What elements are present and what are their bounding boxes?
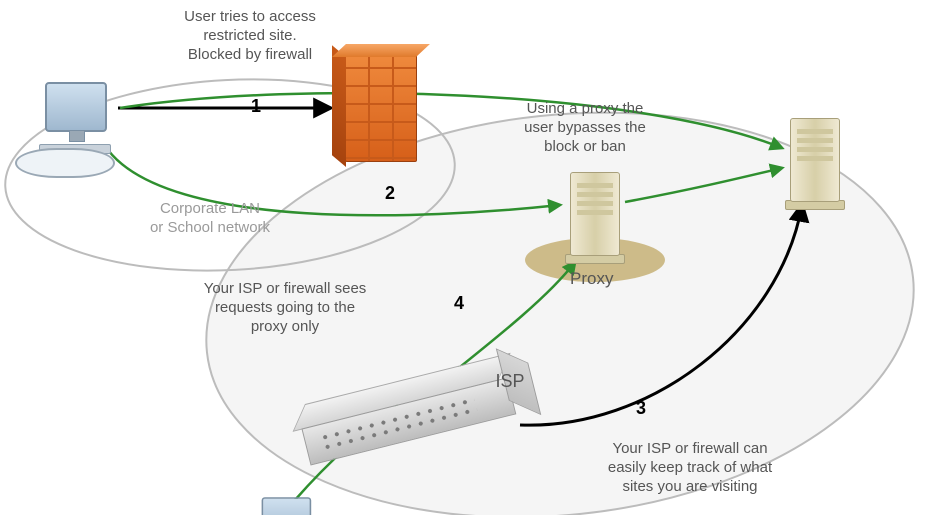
step-number-2: 2 xyxy=(385,183,395,204)
step-number-3: 3 xyxy=(636,398,646,419)
caption-blocked: User tries to accessrestricted site.Bloc… xyxy=(150,8,350,64)
proxy-label: Proxy xyxy=(570,268,650,289)
diagram-canvas xyxy=(0,0,925,515)
user-pc-icon xyxy=(45,82,111,154)
caption-isp-tracks: Your ISP or firewall caneasily keep trac… xyxy=(560,440,820,496)
isp-label: ISP xyxy=(480,370,540,393)
step-number-1: 1 xyxy=(251,96,261,117)
firewall-icon xyxy=(345,50,417,162)
caption-bypass: Using a proxy theuser bypasses theblock … xyxy=(490,100,680,156)
proxy-diagram: { "type": "network-diagram", "canvas": {… xyxy=(0,0,925,515)
lan-region-label: Corporate LANor School network xyxy=(120,200,300,238)
destination-server-icon xyxy=(790,118,838,210)
home-pc-icon xyxy=(262,497,315,515)
proxy-server-icon xyxy=(570,172,618,264)
caption-proxy-only: Your ISP or firewall seesrequests going … xyxy=(170,280,400,336)
step-number-4: 4 xyxy=(454,293,464,314)
